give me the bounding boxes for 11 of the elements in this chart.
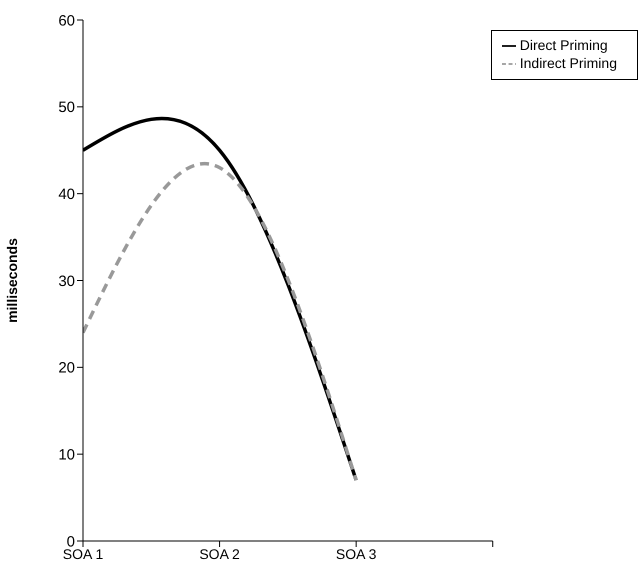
y-tick-label: 30 [58,272,75,290]
y-tick-label: 60 [58,12,75,30]
y-tick-label: 50 [58,99,75,116]
legend-label: Direct Priming [520,37,608,53]
x-tick-label: SOA 2 [199,546,240,562]
x-tick-label: SOA 3 [336,546,377,562]
y-tick-label: 20 [58,360,75,377]
y-tick-label: 10 [58,446,75,464]
y-axis-title: milliseconds [4,238,20,323]
y-tick-label: 40 [58,186,75,203]
legend-label: Indirect Priming [520,55,617,71]
